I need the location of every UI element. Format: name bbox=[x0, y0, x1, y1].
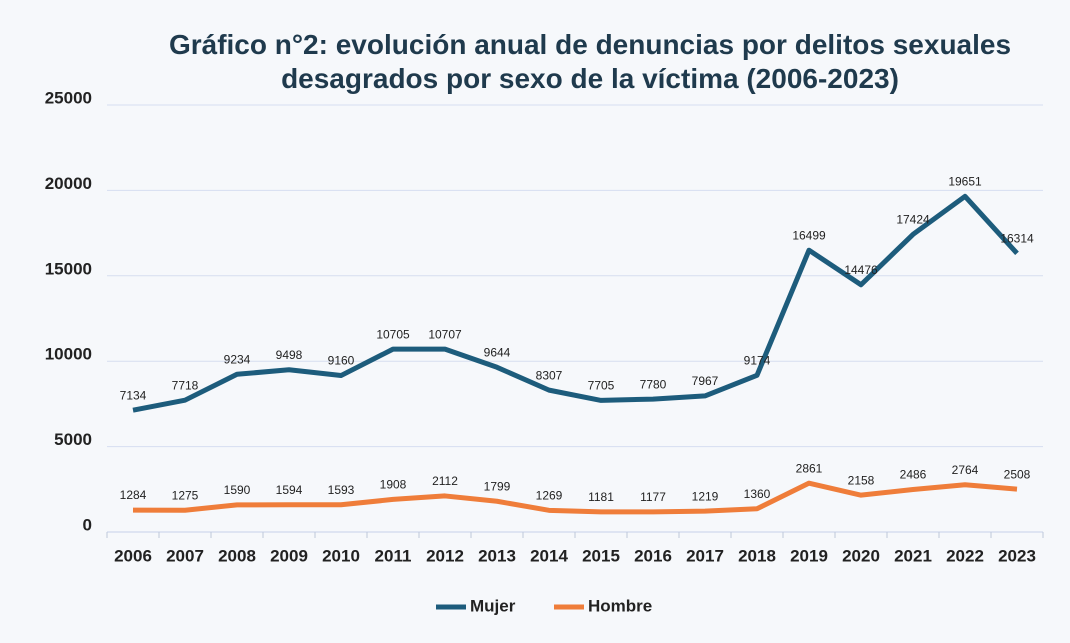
data-label: 2861 bbox=[796, 461, 823, 475]
x-tick-label: 2014 bbox=[530, 546, 568, 565]
data-label: 1181 bbox=[588, 490, 614, 504]
data-label: 2508 bbox=[1004, 467, 1031, 481]
x-tick-label: 2008 bbox=[218, 546, 256, 565]
data-label: 7705 bbox=[588, 379, 615, 393]
x-tick-label: 2020 bbox=[842, 546, 880, 565]
data-label: 1275 bbox=[172, 488, 199, 502]
data-label: 2158 bbox=[848, 473, 875, 487]
data-label: 1590 bbox=[224, 483, 251, 497]
x-tick-label: 2007 bbox=[166, 546, 204, 565]
data-label: 7134 bbox=[120, 388, 147, 402]
data-label: 1284 bbox=[120, 488, 147, 502]
data-label: 10705 bbox=[376, 327, 410, 341]
data-label: 10707 bbox=[428, 327, 462, 341]
x-tick-label: 2010 bbox=[322, 546, 360, 565]
data-label: 1593 bbox=[328, 483, 355, 497]
x-tick-label: 2022 bbox=[946, 546, 984, 565]
y-tick-label: 10000 bbox=[45, 345, 92, 364]
data-label: 1219 bbox=[692, 489, 719, 503]
x-tick-label: 2013 bbox=[478, 546, 516, 565]
x-tick-label: 2018 bbox=[738, 546, 776, 565]
data-label: 1360 bbox=[744, 487, 771, 501]
x-tick-label: 2011 bbox=[375, 546, 412, 565]
data-label: 2764 bbox=[952, 463, 979, 477]
x-tick-label: 2017 bbox=[686, 546, 724, 565]
y-tick-label: 0 bbox=[83, 515, 92, 534]
x-tick-label: 2006 bbox=[114, 546, 152, 565]
y-tick-label: 5000 bbox=[54, 430, 92, 449]
data-label: 7718 bbox=[172, 378, 199, 392]
data-label: 16314 bbox=[1000, 232, 1034, 246]
data-label: 9498 bbox=[276, 348, 303, 362]
x-tick-label: 2016 bbox=[634, 546, 672, 565]
x-tick-label: 2009 bbox=[270, 546, 308, 565]
data-label: 17424 bbox=[896, 213, 930, 227]
y-tick-label: 15000 bbox=[45, 259, 92, 278]
x-tick-label: 2019 bbox=[790, 546, 828, 565]
data-label: 19651 bbox=[948, 175, 982, 189]
series-line bbox=[132, 193, 1019, 413]
data-label: 9234 bbox=[224, 352, 251, 366]
data-label: 1594 bbox=[276, 483, 303, 497]
data-label: 7967 bbox=[692, 374, 719, 388]
x-tick-label: 2015 bbox=[582, 546, 620, 565]
data-label: 8307 bbox=[536, 368, 563, 382]
y-tick-label: 20000 bbox=[45, 174, 92, 193]
legend-label: Hombre bbox=[588, 596, 652, 615]
data-label: 7780 bbox=[640, 377, 667, 391]
data-label: 9160 bbox=[328, 354, 355, 368]
data-label: 9174 bbox=[744, 353, 771, 367]
chart-title: Gráfico n°2: evolución anual de denuncia… bbox=[168, 29, 1012, 94]
data-label: 2112 bbox=[432, 474, 458, 488]
data-label: 1269 bbox=[536, 488, 563, 502]
data-label: 16499 bbox=[792, 228, 826, 242]
x-tick-label: 2012 bbox=[426, 546, 464, 565]
data-label: 9644 bbox=[484, 345, 511, 359]
data-label: 2486 bbox=[900, 468, 927, 482]
series-line bbox=[132, 480, 1018, 515]
data-label: 1799 bbox=[484, 479, 511, 493]
y-tick-label: 25000 bbox=[45, 88, 92, 107]
data-label: 1908 bbox=[380, 478, 407, 492]
data-label: 14476 bbox=[844, 263, 878, 277]
x-tick-label: 2021 bbox=[894, 546, 932, 565]
x-tick-label: 2023 bbox=[998, 546, 1036, 565]
legend-label: Mujer bbox=[470, 596, 516, 615]
data-label: 1177 bbox=[640, 490, 666, 504]
